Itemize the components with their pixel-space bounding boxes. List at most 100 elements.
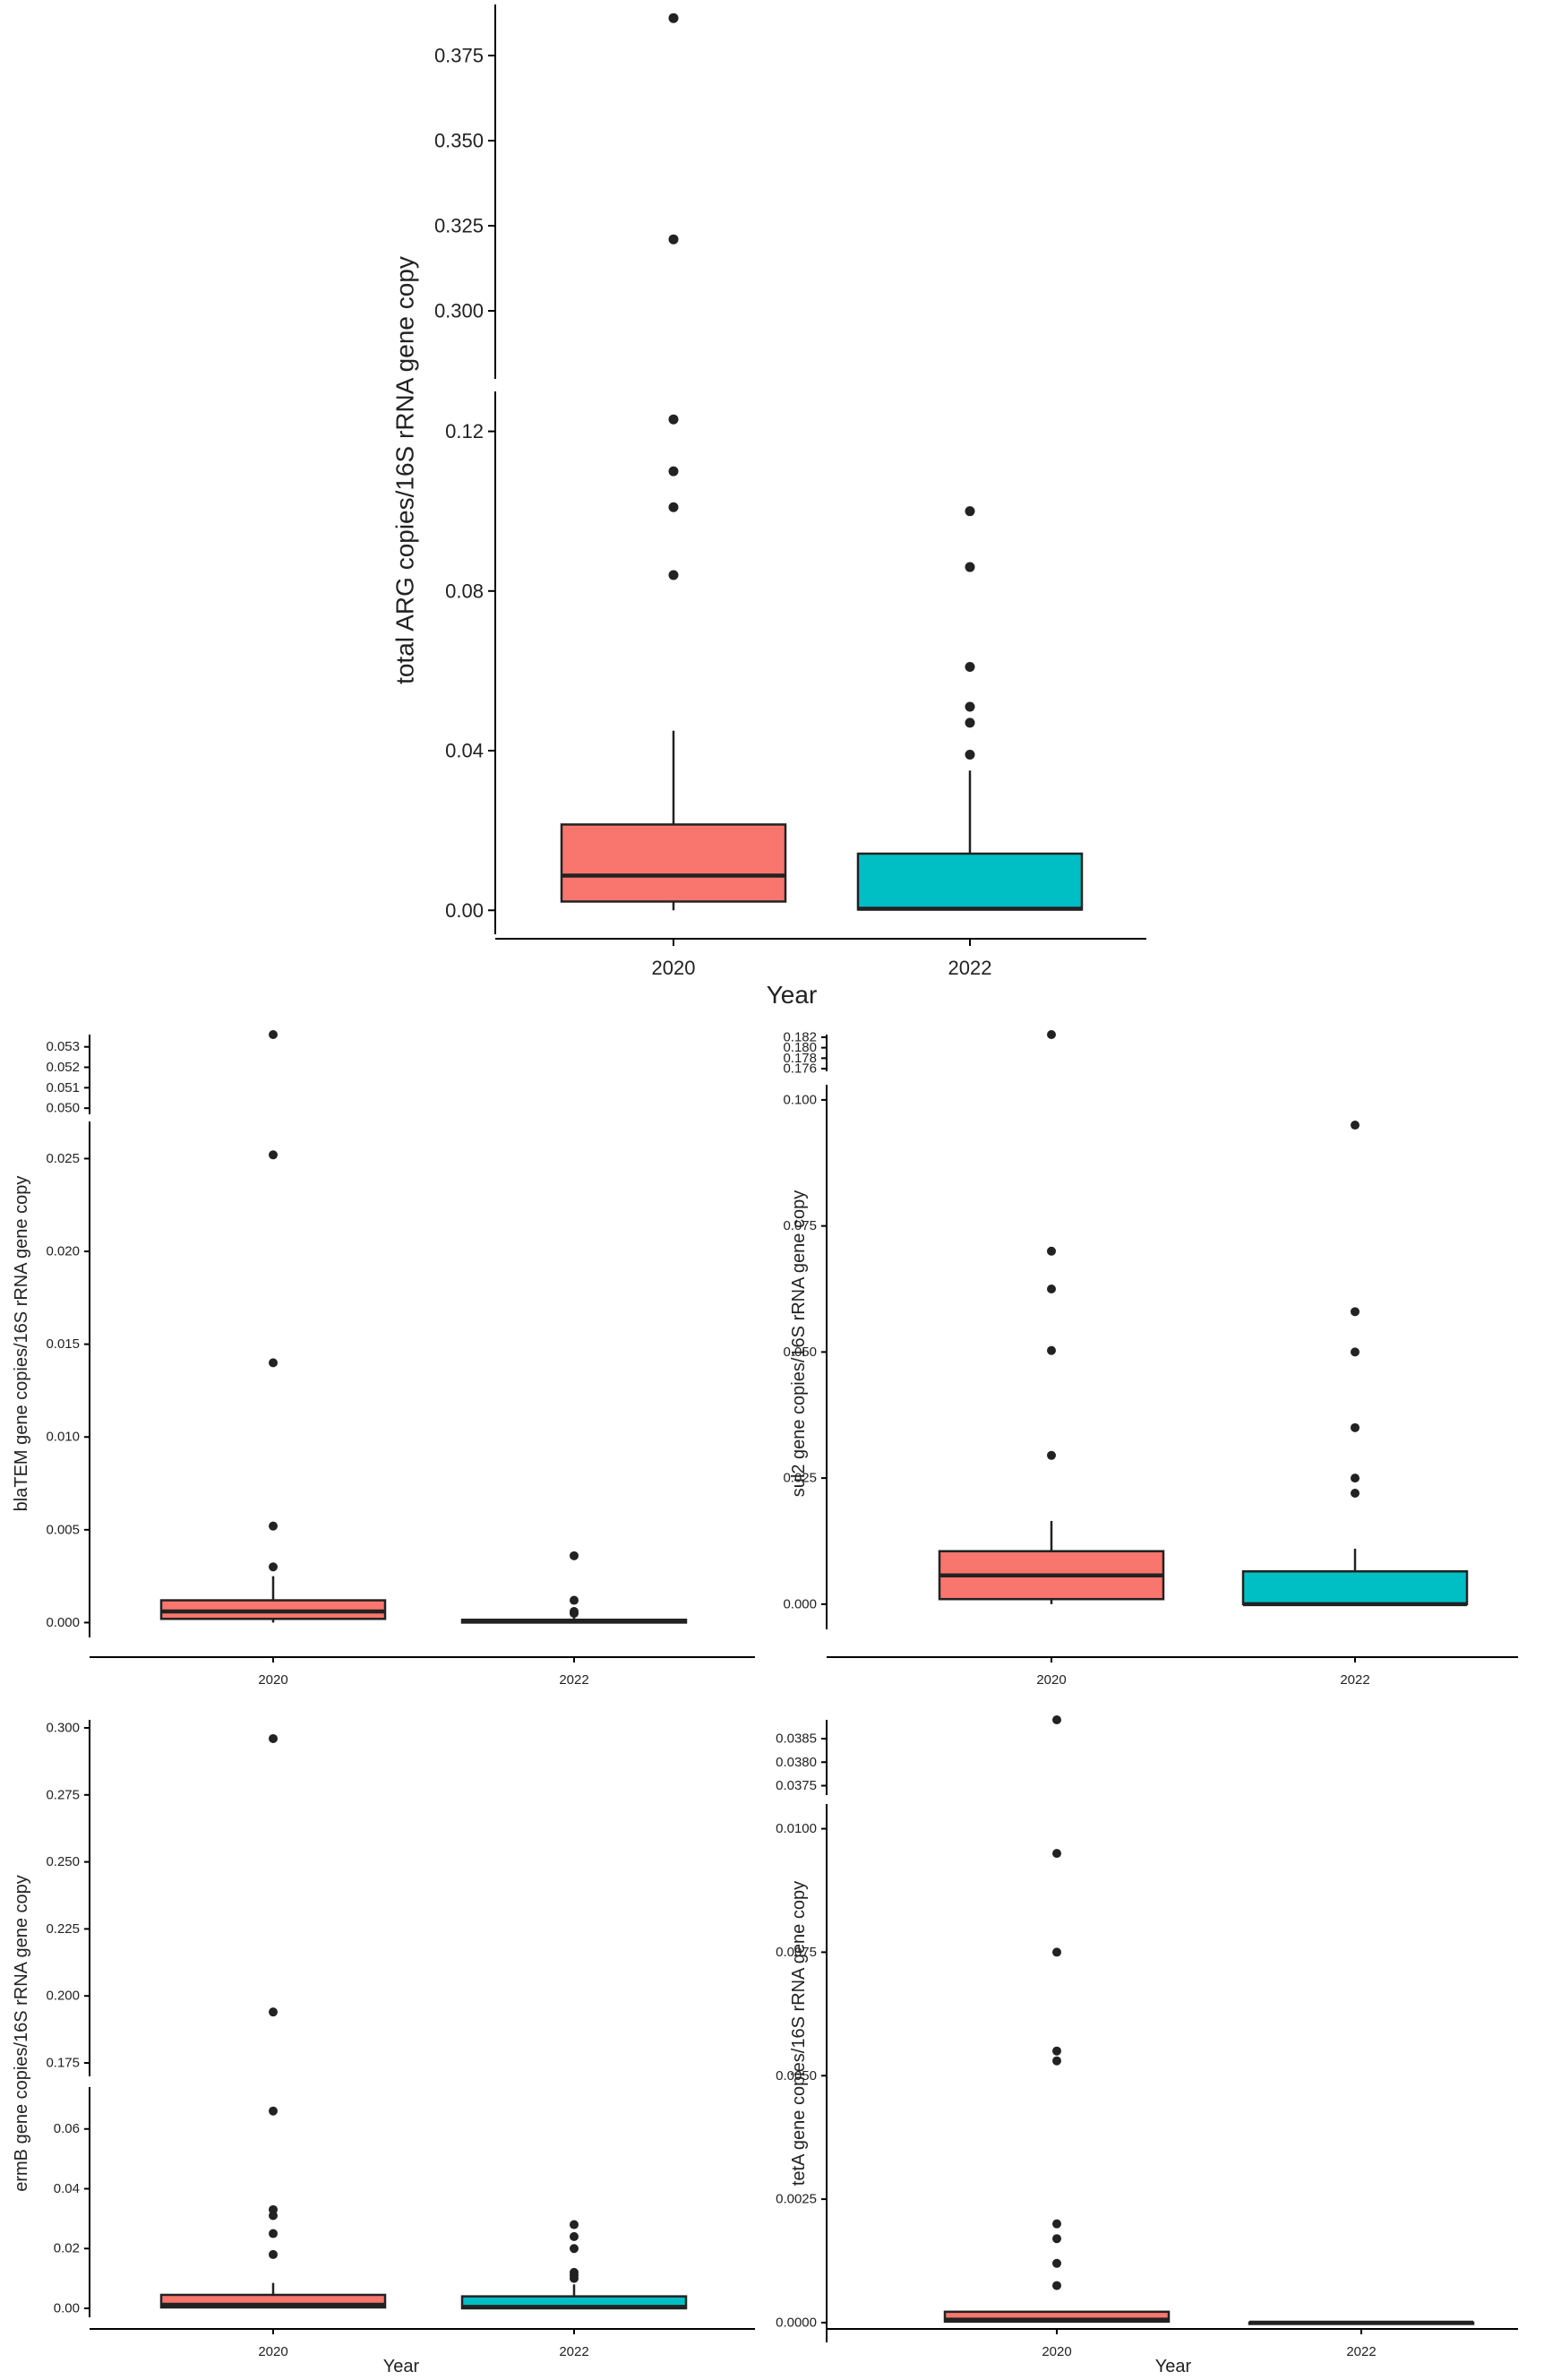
outlier-point <box>570 1595 579 1605</box>
y-tick-label: 0.350 <box>434 130 484 152</box>
y-tick-label: 0.00 <box>445 899 484 922</box>
outlier-point <box>1052 2281 1061 2290</box>
outlier-point <box>1052 2258 1061 2268</box>
y-tick-label: 0.275 <box>46 1787 80 1802</box>
y-tick-label: 0.225 <box>46 1921 80 1937</box>
x-axis-title: Year <box>1155 2357 1192 2376</box>
outlier-point <box>1052 2056 1061 2066</box>
outlier-point <box>269 2204 278 2214</box>
box-group-2020 <box>943 1715 1171 2324</box>
box-group-2020 <box>560 13 787 911</box>
y-tick-label: 0.182 <box>783 1029 817 1044</box>
y-tick-label: 0.180 <box>783 1040 817 1055</box>
y-tick-label: 0.04 <box>54 2181 80 2196</box>
outlier-point <box>965 562 975 572</box>
x-tick-label: 2020 <box>1036 1672 1066 1688</box>
x-tick-label: 2020 <box>1042 2344 1071 2359</box>
outlier-point <box>269 2106 278 2116</box>
panel-ermb: 0.175 0.200 0.225 0.250 0.275 0.300 0.00 0.02 0.… <box>12 1720 755 2376</box>
box-group-2022 <box>1248 2320 1475 2325</box>
outlier-point <box>1052 2219 1061 2229</box>
outlier-point <box>1047 1030 1056 1039</box>
outlier-point <box>570 2220 579 2230</box>
box-group-2022 <box>460 2220 688 2310</box>
x-tick-label: 2020 <box>652 957 696 979</box>
y-tick-label: 0.0000 <box>776 2315 817 2330</box>
outlier-point <box>668 466 679 477</box>
outlier-point <box>269 1733 278 1743</box>
y-tick-label: 0.200 <box>46 1989 80 2004</box>
outlier-point <box>1047 1450 1056 1460</box>
y-tick-label: 0.075 <box>783 1218 817 1233</box>
outlier-point <box>965 749 975 760</box>
outlier-point <box>269 1562 278 1572</box>
outlier-point <box>1052 2234 1061 2244</box>
outlier-point <box>1351 1489 1360 1498</box>
x-tick-label: 2022 <box>559 2344 588 2359</box>
x-axis-title: Year <box>383 2357 420 2376</box>
y-tick-label: 0.325 <box>434 215 484 237</box>
box-group-2020 <box>159 1030 387 1623</box>
outlier-point <box>570 2267 579 2277</box>
y-tick-label: 0.025 <box>783 1471 817 1486</box>
y-tick-label: 0.0100 <box>776 1821 817 1836</box>
y-tick-label: 0.02 <box>54 2241 80 2256</box>
outlier-point <box>1351 1422 1360 1432</box>
outlier-point <box>570 1606 579 1616</box>
panel-blatem: 0.050 0.051 0.052 0.053 0.000 0.005 0.010 0.015… <box>12 1030 755 1688</box>
outlier-point <box>269 2229 278 2238</box>
y-tick-label: 0.000 <box>46 1615 80 1630</box>
y-axis-title: sul2 gene copies/16S rRNA gene copy <box>789 1190 809 1497</box>
y-tick-label: 0.300 <box>434 300 484 322</box>
outlier-point <box>1052 2046 1061 2056</box>
y-tick-label: 0.0380 <box>776 1755 817 1770</box>
x-tick-label: 2022 <box>1346 2344 1376 2359</box>
y-axis-title: tetA gene copies/16S rRNA gene copy <box>789 1881 809 2186</box>
y-tick-label: 0.375 <box>434 45 484 67</box>
y-tick-label: 0.0025 <box>776 2192 817 2207</box>
outlier-point <box>1351 1347 1360 1357</box>
box-group-2022 <box>856 506 1084 911</box>
outlier-point <box>1047 1345 1056 1355</box>
outlier-point <box>1351 1307 1360 1317</box>
y-tick-label: 0.025 <box>46 1151 80 1166</box>
y-axis-title: blaTEM gene copies/16S rRNA gene copy <box>12 1176 31 1512</box>
y-tick-label: 0.06 <box>54 2121 80 2136</box>
y-tick-label: 0.12 <box>445 420 484 442</box>
y-axis-title: total ARG copies/16S rRNA gene copy <box>391 256 419 684</box>
y-tick-label: 0.050 <box>46 1101 80 1116</box>
box-group-2020 <box>159 1733 387 2309</box>
outlier-point <box>965 701 975 712</box>
outlier-point <box>1052 1849 1061 1859</box>
y-tick-label: 0.08 <box>445 580 484 602</box>
outlier-point <box>1052 1947 1061 1957</box>
y-tick-label: 0.010 <box>46 1430 80 1445</box>
outlier-point <box>269 1358 278 1368</box>
outlier-point <box>269 1150 278 1160</box>
y-tick-label: 0.00 <box>54 2300 80 2316</box>
outlier-point <box>570 2244 579 2254</box>
x-tick-label: 2020 <box>258 1672 287 1688</box>
box-2020 <box>560 823 787 903</box>
outlier-point <box>668 13 679 23</box>
outlier-point <box>668 234 679 245</box>
outlier-point <box>269 1521 278 1531</box>
outlier-point <box>570 1551 579 1560</box>
panel-total-arg: 0.300 0.325 0.350 0.375 0.00 0.04 0.08 0.12 2020… <box>391 4 1146 1009</box>
y-tick-label: 0.051 <box>46 1080 80 1095</box>
outlier-point <box>965 661 975 672</box>
x-tick-label: 2022 <box>559 1672 588 1688</box>
outlier-point <box>1052 1715 1061 1724</box>
x-tick-label: 2022 <box>948 957 992 979</box>
outlier-point <box>269 1030 278 1039</box>
x-tick-label: 2020 <box>258 2344 287 2359</box>
y-tick-label: 0.020 <box>46 1244 80 1259</box>
outlier-point <box>668 502 679 512</box>
outlier-point <box>668 414 679 425</box>
box-2022 <box>1241 1570 1469 1606</box>
box-group-2022 <box>1241 1121 1469 1607</box>
y-tick-label: 0.100 <box>783 1092 817 1107</box>
box-group-2020 <box>938 1030 1165 1604</box>
